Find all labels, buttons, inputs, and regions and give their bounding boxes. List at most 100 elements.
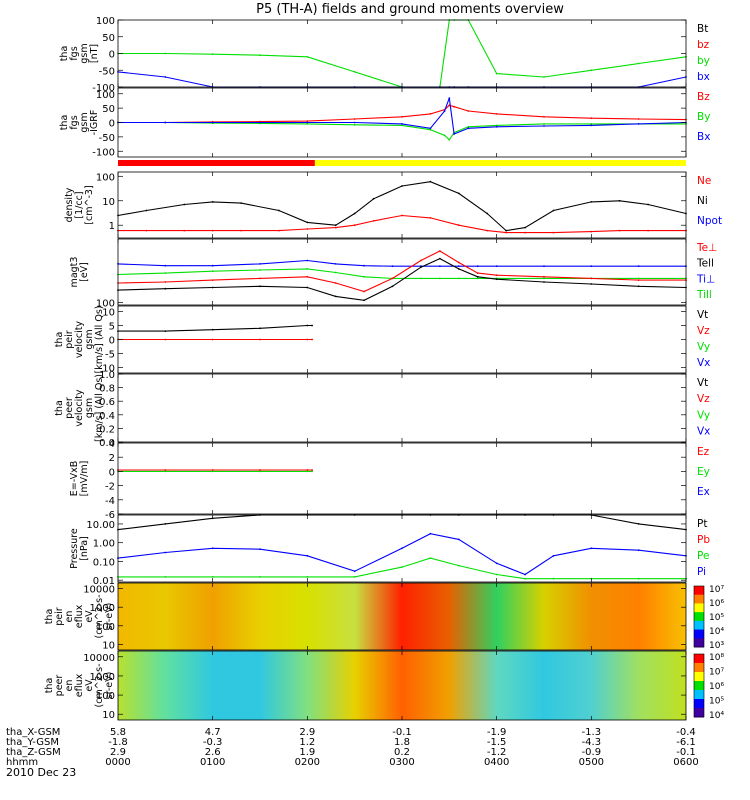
ephemeris-value: 1.9 <box>299 747 315 758</box>
legend-entry: Vz <box>697 393 710 405</box>
colorbar-swatch <box>694 690 704 700</box>
data-point <box>334 224 337 227</box>
ephemeris-row-label: tha_Z-GSM <box>6 747 61 758</box>
y-axis-label: density <box>64 187 75 222</box>
data-point <box>495 125 498 128</box>
y-axis-label: en <box>64 680 75 692</box>
ytick-label: 1000 <box>90 672 115 683</box>
ytick-label: -50 <box>99 133 115 144</box>
ephemeris-value: -0.3 <box>203 737 223 748</box>
ytick-label: -6 <box>105 510 115 521</box>
series-Vt <box>118 324 313 332</box>
ytick-label: 0.0 <box>99 438 115 449</box>
ephemeris-row-label: tha_X-GSM <box>6 727 60 738</box>
y-axis-label: sr-eV) <box>104 603 115 631</box>
y-axis-label: (cm^2-s- <box>94 595 105 639</box>
data-point <box>637 265 640 268</box>
data-point <box>543 76 545 78</box>
data-point <box>429 217 432 219</box>
series-Bz <box>118 104 687 124</box>
ytick-label: 10 <box>102 640 115 651</box>
colorbar-label: 10⁵ <box>709 613 724 623</box>
legend-entry: Npot <box>697 215 722 227</box>
y-axis-label: (cm^2-s- <box>94 664 105 708</box>
data-point <box>211 229 214 232</box>
y-axis-label: [nPa] <box>79 536 90 561</box>
y-axis-label: tha <box>44 678 55 694</box>
ytick-label: 1.0 <box>99 370 115 381</box>
data-point <box>259 121 261 124</box>
ephemeris-value: 0300 <box>389 757 414 768</box>
data-point <box>145 229 148 232</box>
data-point <box>164 330 167 332</box>
data-point <box>439 265 441 268</box>
ytick-label: 100 <box>96 691 115 702</box>
data-point <box>476 272 479 274</box>
colorbar-swatch <box>694 620 704 631</box>
ephemeris-value: 0200 <box>295 757 320 768</box>
data-point <box>524 573 526 576</box>
series-by <box>118 19 687 88</box>
data-point <box>543 115 545 118</box>
data-point <box>457 265 460 268</box>
legend-entry: Bz <box>697 91 710 103</box>
data-point <box>401 185 403 187</box>
y-axis-label: Pressure <box>69 528 80 569</box>
ytick-label: 0 <box>109 336 115 347</box>
panel-frame <box>117 373 687 443</box>
data-point <box>211 53 214 56</box>
ytick-label: -4 <box>105 496 115 507</box>
date-label: 2010 Dec 23 <box>6 766 76 779</box>
data-point <box>439 250 441 252</box>
legend-entry: Vx <box>697 426 710 438</box>
data-point <box>401 123 403 125</box>
ephemeris-value: 1.8 <box>394 737 410 748</box>
heatmap-image <box>118 583 686 650</box>
legend-entry: Ti⊥ <box>696 273 715 285</box>
data-point <box>211 547 214 550</box>
y-axis-label: E=-VxB <box>69 461 80 496</box>
colorbar-swatch <box>694 603 704 613</box>
y-axis-label: peir <box>54 607 65 626</box>
ytick-label: 0 <box>109 119 115 130</box>
data-point <box>311 469 313 471</box>
data-point <box>306 228 309 230</box>
legend-entry: Ne <box>697 175 711 187</box>
ephemeris-value: -1.2 <box>487 747 507 758</box>
panel-4: 10 5 0 -5 -10 tha peir velocity gsm [km/s] (All Q… <box>54 306 710 375</box>
y-axis-label: en <box>64 611 75 623</box>
colorbar-frame <box>693 585 705 648</box>
y-axis-label: fgs <box>69 115 80 129</box>
data-point <box>486 229 489 232</box>
data-point <box>211 264 214 267</box>
data-point <box>211 338 214 341</box>
y-axis-label: gsm <box>84 329 95 349</box>
mode-bar-segment <box>314 160 686 166</box>
data-point <box>164 76 167 78</box>
data-point <box>401 214 403 217</box>
data-point <box>590 124 593 127</box>
data-point <box>637 118 640 120</box>
data-point <box>164 52 167 55</box>
data-point <box>353 121 356 124</box>
data-point <box>401 124 403 127</box>
y-axis-label: tha <box>54 332 65 348</box>
y-axis-label: tha <box>54 400 65 416</box>
data-point <box>363 290 365 293</box>
data-point <box>637 577 640 580</box>
series-Ti⊥ <box>117 259 686 267</box>
panel-8: 10⁷ 10⁶ 10⁵ 10⁴ 10³ 10000 1000 100 10 tha peir en ef… <box>44 582 724 651</box>
data-point <box>543 281 545 283</box>
legend-entry: Vy <box>697 409 710 421</box>
y-axis-label: [1/cc] <box>74 191 85 218</box>
data-point <box>363 264 365 267</box>
data-point <box>647 203 649 206</box>
legend-entry: Vt <box>697 377 708 389</box>
panel-6: 4 2 0 -2 -4 -6 E=-VxB [mV/m] Ez Ey Ex <box>69 439 710 521</box>
legend-entry: bx <box>697 71 710 83</box>
ytick-label: 0.8 <box>99 384 115 395</box>
data-point <box>590 265 593 268</box>
legend-entry: Pe <box>697 550 709 562</box>
series-Till <box>117 268 686 279</box>
data-point <box>495 113 498 115</box>
